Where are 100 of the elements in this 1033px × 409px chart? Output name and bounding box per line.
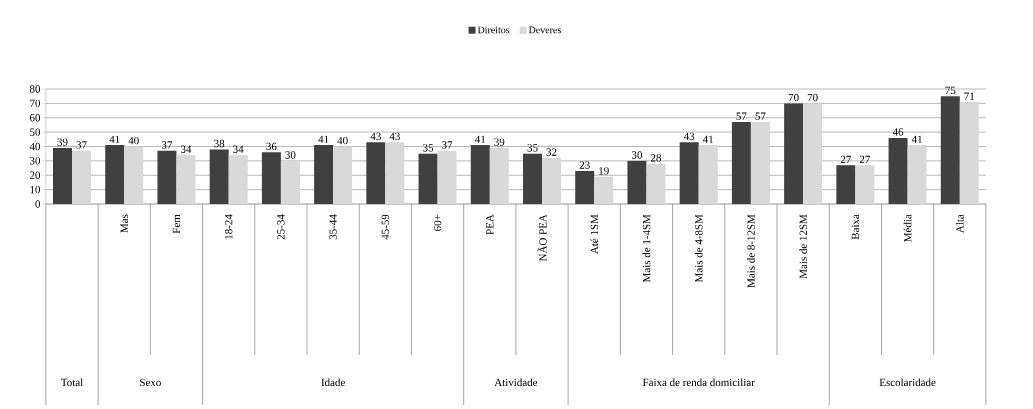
data-label: 43 (683, 132, 695, 140)
data-label: 35 (423, 144, 434, 152)
bar (470, 145, 490, 204)
text: Escolaridade (879, 378, 936, 387)
x-tick-label: 35-44 (329, 214, 337, 240)
x-tick-label: Mas (120, 214, 128, 233)
x-tick-label: Média (903, 214, 912, 242)
x-tick-label: NÃO PEA (537, 214, 547, 262)
bar (523, 153, 543, 204)
x-tick-label: Baixa (851, 214, 860, 240)
data-label: 57 (736, 112, 747, 120)
bar (280, 160, 300, 204)
bar (627, 160, 647, 204)
x-tick-label: Mais de 8-12SM (747, 214, 755, 288)
bar (228, 155, 248, 204)
bar (105, 145, 125, 204)
x-tick-label: 45-59 (381, 214, 390, 240)
data-label: 41 (475, 135, 486, 143)
data-label: 75 (945, 86, 956, 94)
data-label: 41 (702, 135, 713, 143)
y-tick-label: 40 (29, 142, 41, 151)
data-label: 30 (285, 151, 296, 159)
y-tick-label: 70 (30, 99, 41, 108)
data-label: 37 (162, 141, 173, 149)
data-label: 34 (233, 145, 244, 153)
bar (53, 147, 73, 204)
bar (679, 142, 699, 204)
data-label: 57 (755, 112, 766, 120)
legend-label: Direitos (477, 26, 510, 34)
text: Faixa de renda domiciliar (642, 378, 755, 387)
bar (209, 149, 229, 204)
data-label: 37 (76, 141, 87, 149)
y-tick-label: 60 (29, 114, 41, 122)
bar (366, 142, 386, 204)
data-label: 40 (337, 136, 348, 145)
bar (261, 152, 281, 204)
bar (784, 103, 804, 204)
x-tick-label: Mais de 4-8SM (694, 214, 703, 283)
y-tick-label: 30 (30, 157, 41, 165)
data-label: 46 (892, 128, 904, 136)
bar (314, 145, 334, 204)
legend-label: Deveres (528, 26, 561, 34)
bar (157, 150, 177, 204)
bar (940, 96, 960, 204)
x-tick-label: PEA (486, 214, 494, 235)
text: Total (61, 378, 83, 387)
y-tick-label: 80 (29, 85, 41, 93)
data-label: 41 (109, 135, 120, 143)
bar (750, 122, 770, 204)
bar (907, 145, 927, 204)
data-label: 71 (964, 92, 975, 100)
bar (437, 150, 457, 204)
data-label: 38 (214, 139, 225, 148)
data-label: 32 (546, 148, 557, 156)
data-label: 41 (318, 135, 329, 143)
bar (385, 142, 405, 204)
y-tick-label: 0 (35, 200, 41, 208)
bar (176, 155, 196, 204)
data-label: 41 (911, 135, 922, 143)
bar (646, 163, 666, 204)
bar (124, 146, 144, 204)
x-tick-label: Mais de 1-4SM (642, 214, 651, 283)
bar (698, 145, 718, 204)
data-label: 39 (57, 138, 68, 146)
data-label: 19 (599, 167, 609, 175)
x-tick-label: Mais de 12SM (799, 214, 807, 279)
data-label: 35 (527, 144, 538, 152)
data-label: 23 (579, 161, 590, 169)
y-tick-label: 50 (30, 128, 41, 136)
bar (575, 170, 595, 204)
data-label: 39 (494, 138, 505, 146)
bar (803, 103, 823, 204)
y-tick-label: 10 (30, 185, 41, 194)
x-tick-label: 25-34 (277, 214, 285, 240)
data-label: 40 (128, 136, 139, 145)
bar (418, 153, 438, 204)
y-tick-label: 20 (29, 171, 41, 179)
x-tick-label: Fem (172, 214, 181, 234)
data-label: 30 (632, 151, 643, 159)
text: Idade (321, 378, 345, 387)
x-tick-label: Até 1SM (590, 214, 599, 254)
data-label: 43 (389, 132, 400, 140)
x-tick-label: Alta (955, 214, 964, 233)
data-label: 43 (370, 132, 381, 140)
bar (542, 158, 562, 204)
bar (888, 137, 908, 204)
text: Atividade (494, 378, 538, 387)
data-label: 34 (181, 145, 192, 153)
bar (855, 165, 875, 204)
data-label: 70 (788, 93, 799, 102)
x-tick-label: 60+ (433, 214, 442, 231)
x-tick-label: 18-24 (224, 214, 233, 239)
bar (72, 150, 92, 204)
bar (959, 101, 979, 204)
bar (836, 165, 856, 204)
bar (333, 146, 353, 204)
data-label: 37 (442, 141, 453, 149)
data-label: 27 (859, 155, 870, 163)
bar (594, 176, 614, 204)
data-label: 27 (840, 155, 851, 163)
